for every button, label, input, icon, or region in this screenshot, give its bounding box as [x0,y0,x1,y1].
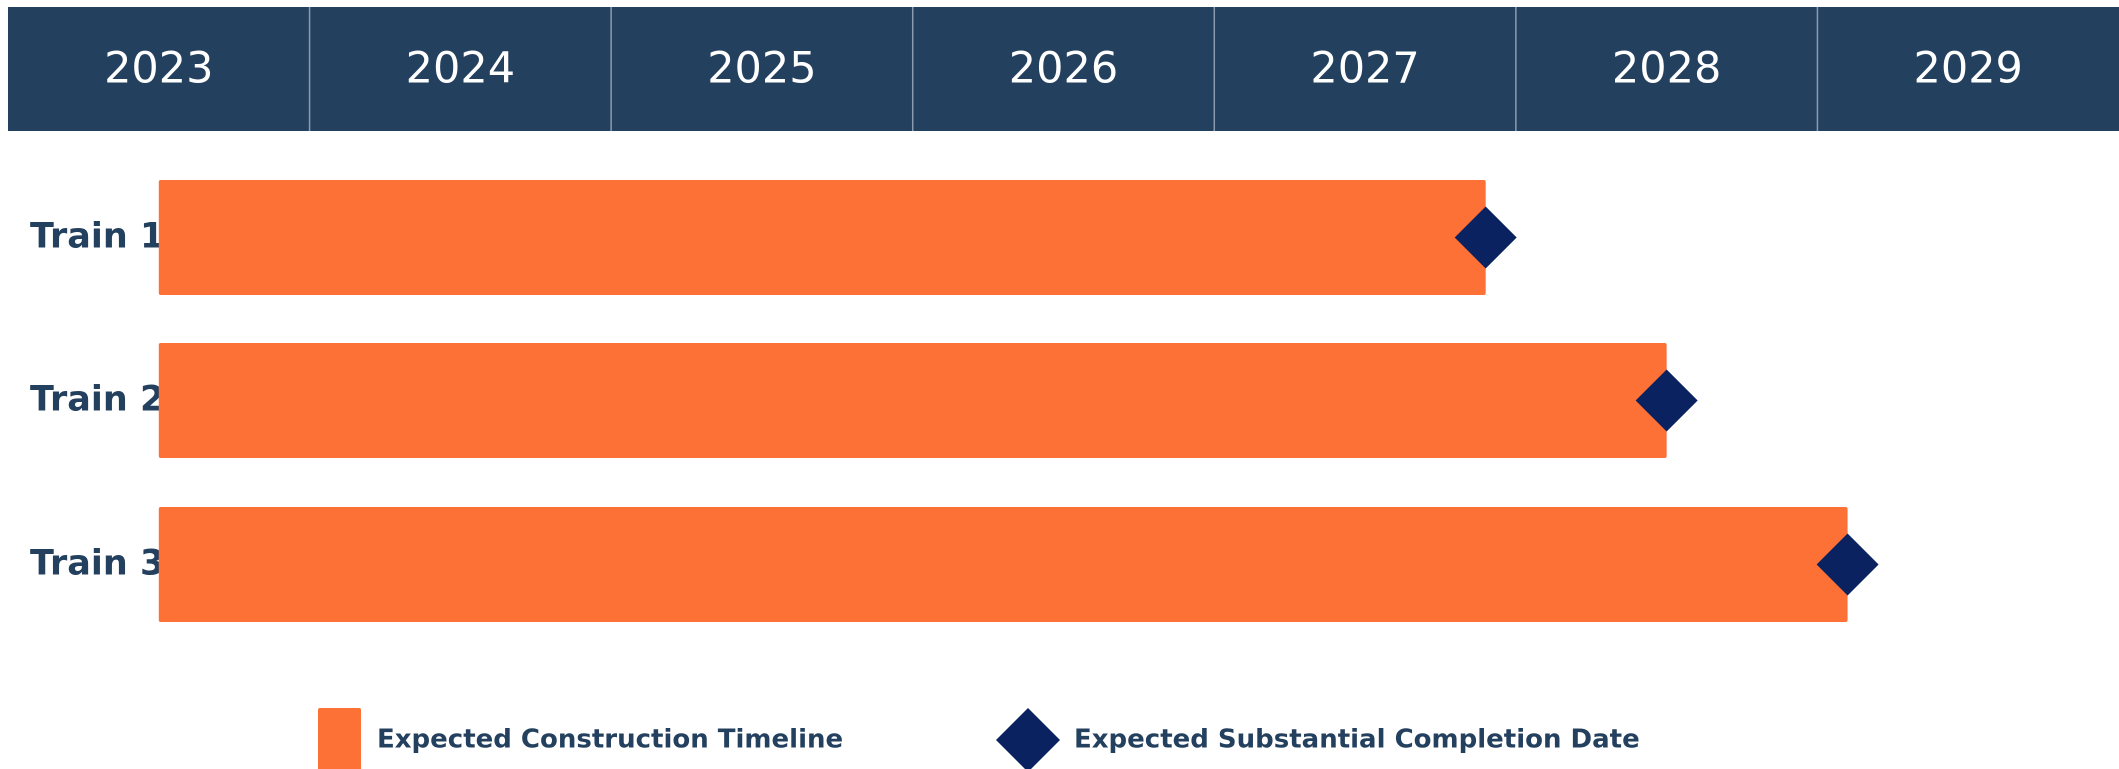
completion-diamond [1635,369,1698,432]
completion-diamond [1816,533,1879,596]
legend-label: Expected Construction Timeline [377,725,843,755]
legend-swatch [318,708,361,769]
year-label: 2025 [707,44,816,94]
year-label: 2023 [104,44,213,94]
year-label: 2029 [1913,44,2022,94]
completion-diamond [1454,206,1517,269]
timeline-bar [158,343,1667,458]
timeline-bar [158,180,1486,295]
row-label: Train 1 [30,217,164,257]
year-label: 2024 [406,44,515,94]
year-label: 2026 [1009,44,1118,94]
year-label: 2028 [1612,44,1721,94]
row-label: Train 3 [30,544,164,584]
legend-diamond [996,708,1060,769]
year-label: 2027 [1310,44,1419,94]
timeline-header [8,7,2119,131]
row-label: Train 2 [30,380,164,420]
legend-label: Expected Substantial Completion Date [1074,725,1640,755]
timeline-bar [158,507,1848,622]
